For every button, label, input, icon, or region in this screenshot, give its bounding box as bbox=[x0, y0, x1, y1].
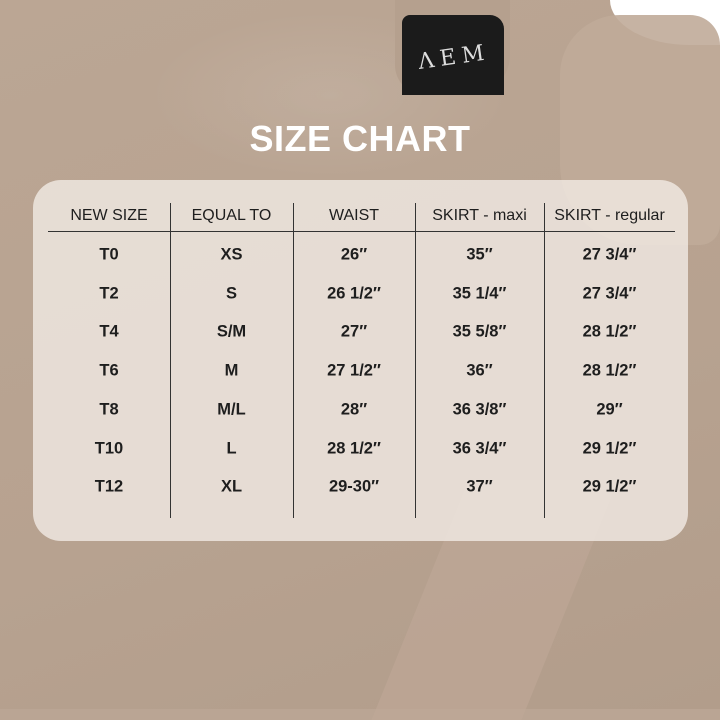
column-divider bbox=[415, 203, 416, 518]
table-cell: 29-30″ bbox=[328, 477, 380, 496]
column-header: SKIRT - maxi bbox=[432, 207, 527, 224]
column-divider bbox=[293, 203, 294, 518]
table-cell: T8 bbox=[99, 400, 119, 419]
table-cell: M bbox=[224, 361, 239, 380]
table-cell: 29″ bbox=[596, 400, 623, 419]
table-cell: T4 bbox=[99, 322, 119, 341]
table-cell: S/M bbox=[216, 322, 247, 341]
table-cell: L bbox=[226, 439, 237, 457]
table-cell: 28 1/2″ bbox=[582, 361, 637, 380]
table-cell: T2 bbox=[99, 284, 119, 303]
table-cell: 27 1/2″ bbox=[327, 361, 381, 380]
table-cell: T6 bbox=[99, 361, 119, 380]
table-cell: 27 3/4″ bbox=[582, 245, 637, 264]
size-table-panel bbox=[33, 180, 688, 541]
table-cell: 28 1/2″ bbox=[327, 439, 381, 457]
table-cell: 36 3/8″ bbox=[452, 400, 507, 419]
table-cell: 26″ bbox=[340, 245, 368, 264]
table-cell: XS bbox=[220, 245, 243, 264]
page-title: SIZE CHART bbox=[249, 118, 471, 159]
table-cell: T12 bbox=[94, 477, 124, 496]
table-cell: 28″ bbox=[340, 400, 368, 419]
table-cell: XL bbox=[220, 477, 243, 496]
header-divider bbox=[48, 231, 675, 232]
table-cell: 28 1/2″ bbox=[582, 322, 637, 341]
table-cell: 29 1/2″ bbox=[582, 477, 637, 496]
table-cell: 29 1/2″ bbox=[582, 439, 637, 457]
column-divider bbox=[544, 203, 545, 518]
brand-label: ΛEM bbox=[402, 15, 504, 95]
table-cell: S bbox=[225, 284, 237, 303]
table-cell: 27 3/4″ bbox=[582, 284, 637, 303]
table-cell: 35″ bbox=[466, 245, 493, 264]
table-cell: 35 1/4″ bbox=[452, 284, 507, 303]
table-cell: T0 bbox=[99, 245, 119, 264]
column-header: WAIST bbox=[328, 207, 380, 224]
table-cell: 35 5/8″ bbox=[452, 322, 507, 341]
table-cell: 27″ bbox=[340, 322, 368, 341]
column-header: EQUAL TO bbox=[191, 207, 272, 224]
table-cell: 26 1/2″ bbox=[327, 284, 381, 303]
column-header: NEW SIZE bbox=[70, 207, 148, 224]
table-cell: 36 3/4″ bbox=[452, 439, 507, 457]
column-header: SKIRT - regular bbox=[554, 207, 665, 224]
table-cell: T10 bbox=[94, 439, 124, 457]
table-cell: 36″ bbox=[466, 361, 493, 380]
table-cell: M/L bbox=[217, 400, 246, 419]
column-divider bbox=[170, 203, 171, 518]
table-cell: 37″ bbox=[466, 477, 493, 496]
